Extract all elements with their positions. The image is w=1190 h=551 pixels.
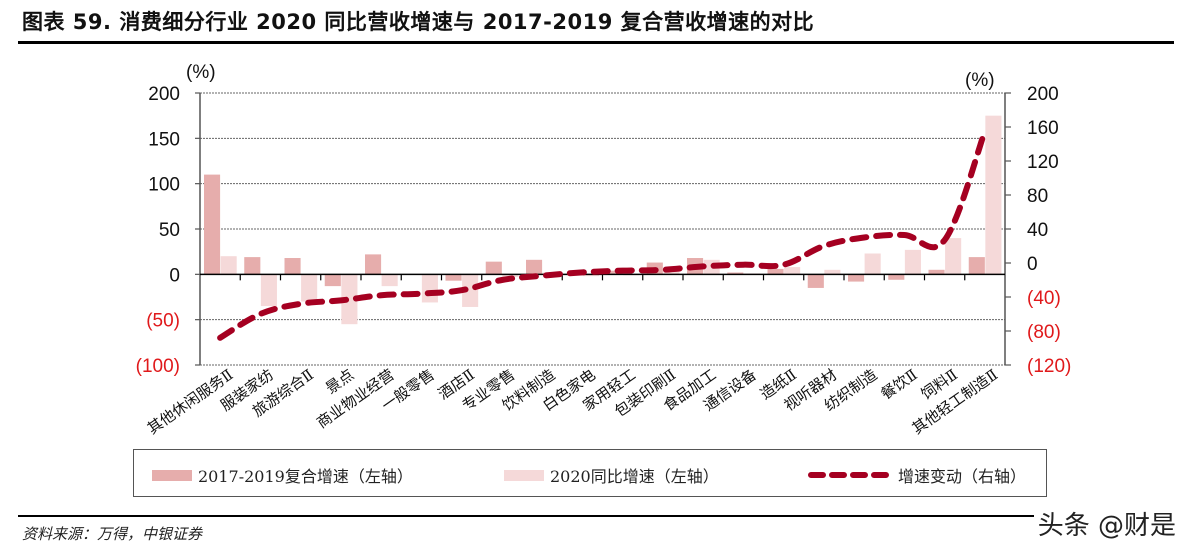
legend-swatch-cagr <box>152 469 192 481</box>
legend-dash-icon <box>808 472 892 478</box>
left-tick-label: 0 <box>169 265 180 286</box>
right-tick-label: (120) <box>1027 356 1071 377</box>
left-tick-label: (50) <box>146 311 180 332</box>
bar-cagr <box>848 274 865 282</box>
title-rule <box>18 41 1174 44</box>
right-tick-label: (40) <box>1027 288 1061 309</box>
left-tick-label: 100 <box>148 175 180 196</box>
right-tick-label: (80) <box>1027 322 1061 343</box>
bar-2020 <box>260 274 277 307</box>
legend-label-2020: 2020同比增速（左轴） <box>550 467 719 486</box>
right-axis-unit: (%) <box>965 70 995 91</box>
bar-cagr <box>767 268 784 275</box>
left-tick-label: 150 <box>148 129 180 150</box>
bar-cagr <box>526 259 543 275</box>
bar-cagr <box>204 174 221 275</box>
change-line <box>217 128 988 341</box>
bar-2020 <box>985 115 1002 275</box>
bar-2020 <box>381 274 398 287</box>
legend-swatch-2020 <box>504 469 544 481</box>
right-tick-label: 200 <box>1027 84 1059 105</box>
right-tick-label: 160 <box>1027 118 1059 139</box>
bar-2020 <box>945 238 962 275</box>
chart-title: 图表 59. 消费细分行业 2020 同比营收增速与 2017-2019 复合营… <box>22 10 815 34</box>
right-tick-label: 120 <box>1027 152 1059 173</box>
right-tick-label: 0 <box>1027 254 1038 275</box>
bar-2020 <box>784 267 801 275</box>
bar-cagr <box>324 274 341 287</box>
legend-label-cagr: 2017-2019复合增速（左轴） <box>198 467 413 486</box>
bar-cagr <box>968 257 985 275</box>
bar-cagr <box>727 272 744 275</box>
bar-cagr <box>445 274 462 281</box>
left-axis-unit: (%) <box>186 62 216 83</box>
legend-item-cagr: 2017-2019复合增速（左轴） <box>152 463 413 487</box>
bar-2020 <box>462 274 479 307</box>
bar-2020 <box>864 253 881 275</box>
bar-2020 <box>301 274 318 302</box>
bar-cagr <box>365 254 382 275</box>
bar-cagr <box>888 274 905 280</box>
legend: 2017-2019复合增速（左轴） 2020同比增速（左轴） 增速变动（右轴） <box>133 449 1047 497</box>
legend-item-change: 增速变动（右轴） <box>808 463 1026 487</box>
left-tick-label: (100) <box>136 356 180 377</box>
bar-2020 <box>220 256 237 275</box>
left-tick-label: 50 <box>159 220 180 241</box>
chart: 200 150 100 50 0 (50) (100) (%) 200 160 120 80 40 0 (4… <box>136 62 1072 438</box>
bar-cagr <box>284 258 301 275</box>
bar-2020 <box>904 249 921 275</box>
bar-2020 <box>824 269 841 275</box>
legend-label-change: 增速变动（右轴） <box>898 467 1027 486</box>
bar-2020 <box>421 274 438 303</box>
bar-2020 <box>341 274 358 325</box>
footer-rule <box>18 515 1174 517</box>
legend-item-2020: 2020同比增速（左轴） <box>504 463 719 487</box>
right-tick-label: 80 <box>1027 186 1048 207</box>
bar-cagr <box>244 257 261 275</box>
left-tick-label: 200 <box>148 84 180 105</box>
bar-2020 <box>582 274 599 277</box>
category-label: 餐饮Ⅱ <box>877 366 920 404</box>
watermark: 头条 @财是 <box>1033 505 1180 542</box>
right-tick-label: 40 <box>1027 220 1048 241</box>
bar-cagr <box>807 274 824 288</box>
bar-cagr <box>606 270 623 275</box>
source-note: 资料来源：万得，中银证券 <box>22 525 203 543</box>
bar-cagr <box>485 261 502 275</box>
bar-cagr <box>928 269 945 275</box>
